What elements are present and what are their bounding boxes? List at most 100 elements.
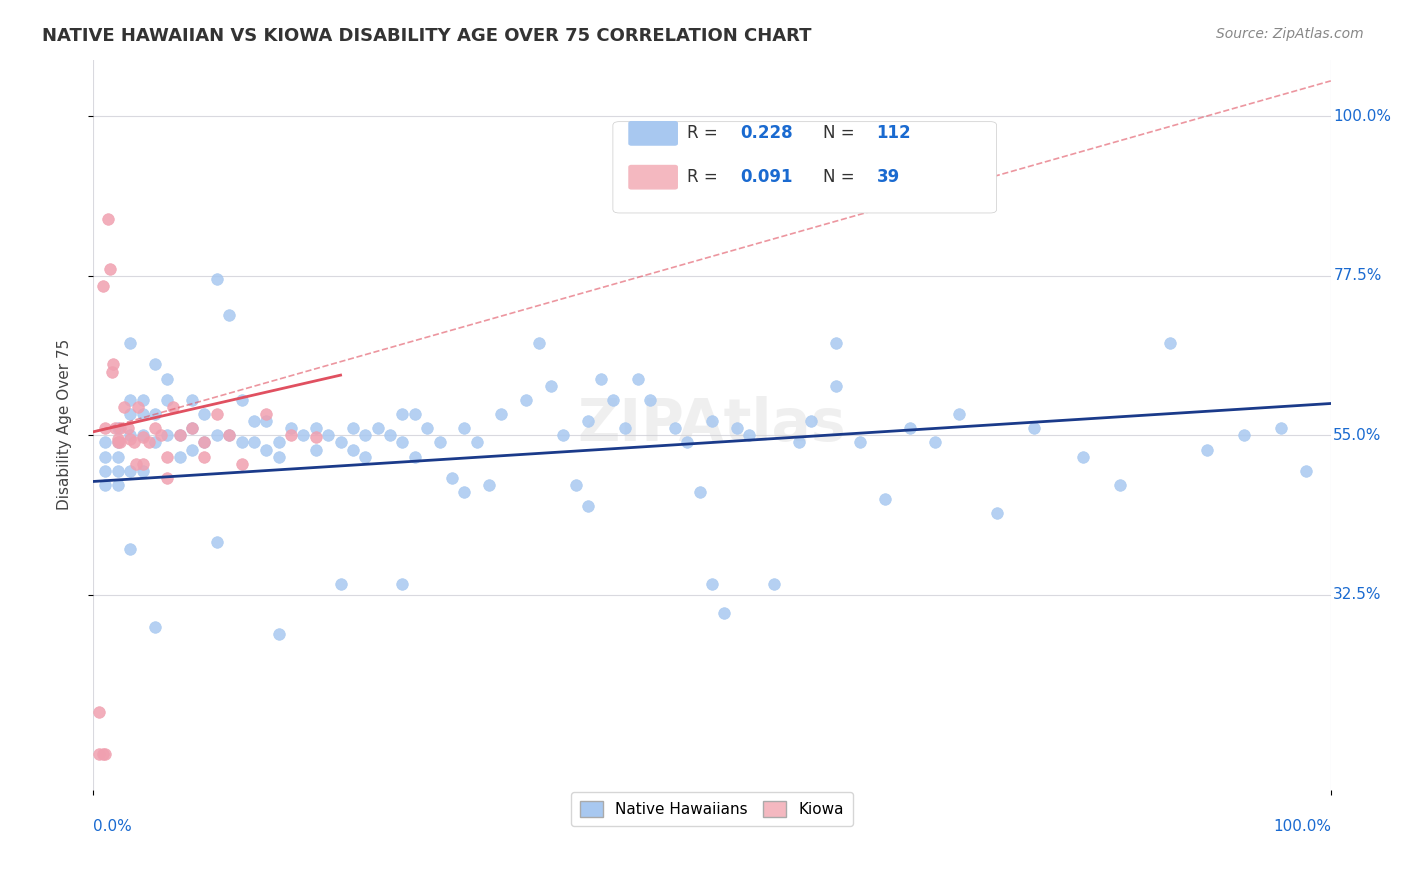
- Point: [94, 450, 117, 464]
- Point: [800, 414, 823, 428]
- Point: [131, 430, 153, 444]
- Point: [127, 400, 149, 414]
- Text: N =: N =: [824, 124, 860, 143]
- Point: [94, 747, 117, 762]
- Point: [404, 450, 426, 464]
- Point: [101, 358, 124, 372]
- Text: 0.0%: 0.0%: [93, 819, 132, 834]
- Point: [193, 450, 215, 464]
- Text: 55.0%: 55.0%: [1333, 428, 1382, 443]
- Point: [453, 421, 475, 435]
- Point: [205, 428, 228, 442]
- Point: [429, 435, 451, 450]
- Point: [254, 442, 277, 457]
- Point: [254, 407, 277, 421]
- Point: [91, 279, 114, 293]
- Point: [948, 407, 970, 421]
- Point: [91, 747, 114, 762]
- Point: [120, 541, 142, 556]
- Point: [491, 407, 513, 421]
- Point: [100, 365, 122, 379]
- Point: [713, 606, 735, 620]
- Point: [143, 435, 166, 450]
- Point: [700, 577, 723, 591]
- Point: [329, 577, 352, 591]
- Point: [94, 478, 117, 492]
- Point: [181, 421, 204, 435]
- Point: [1270, 421, 1292, 435]
- Point: [107, 464, 129, 478]
- Point: [700, 414, 723, 428]
- Point: [131, 464, 153, 478]
- Point: [787, 435, 810, 450]
- Text: Source: ZipAtlas.com: Source: ZipAtlas.com: [1216, 27, 1364, 41]
- Point: [156, 372, 179, 386]
- Point: [156, 428, 179, 442]
- Point: [120, 432, 142, 446]
- Point: [131, 407, 153, 421]
- Point: [143, 358, 166, 372]
- Point: [305, 430, 328, 444]
- Point: [689, 485, 711, 500]
- Point: [329, 435, 352, 450]
- Point: [391, 407, 413, 421]
- Point: [280, 421, 302, 435]
- Point: [143, 620, 166, 634]
- Point: [131, 428, 153, 442]
- Point: [150, 428, 173, 442]
- Text: R =: R =: [688, 169, 723, 186]
- Text: NATIVE HAWAIIAN VS KIOWA DISABILITY AGE OVER 75 CORRELATION CHART: NATIVE HAWAIIAN VS KIOWA DISABILITY AGE …: [42, 27, 811, 45]
- Point: [120, 407, 142, 421]
- Point: [156, 471, 179, 485]
- FancyBboxPatch shape: [613, 121, 997, 213]
- Text: 77.5%: 77.5%: [1333, 268, 1382, 284]
- Point: [478, 478, 501, 492]
- Point: [367, 421, 389, 435]
- Point: [342, 421, 364, 435]
- Point: [97, 212, 120, 227]
- Point: [243, 435, 266, 450]
- Text: 0.091: 0.091: [741, 169, 793, 186]
- Point: [205, 272, 228, 286]
- Text: 100.0%: 100.0%: [1333, 109, 1392, 124]
- Point: [169, 428, 191, 442]
- Point: [391, 577, 413, 591]
- Point: [1295, 464, 1317, 478]
- Point: [89, 747, 111, 762]
- Point: [986, 507, 1008, 521]
- Point: [1195, 442, 1218, 457]
- Point: [440, 471, 463, 485]
- Point: [231, 392, 253, 407]
- Point: [104, 421, 127, 435]
- Point: [131, 457, 153, 471]
- Point: [342, 442, 364, 457]
- Point: [122, 435, 145, 450]
- FancyBboxPatch shape: [628, 166, 678, 189]
- Point: [94, 435, 117, 450]
- Point: [1233, 428, 1256, 442]
- Point: [292, 428, 315, 442]
- Point: [1159, 336, 1181, 351]
- Point: [267, 435, 290, 450]
- Point: [162, 400, 184, 414]
- FancyBboxPatch shape: [628, 121, 678, 145]
- Point: [676, 435, 699, 450]
- Point: [181, 392, 204, 407]
- Point: [112, 400, 135, 414]
- Point: [738, 428, 761, 442]
- Point: [89, 705, 111, 719]
- Point: [107, 435, 129, 450]
- Point: [280, 428, 302, 442]
- Point: [924, 435, 946, 450]
- Text: 0.228: 0.228: [741, 124, 793, 143]
- Point: [1109, 478, 1132, 492]
- Point: [453, 485, 475, 500]
- Point: [181, 442, 204, 457]
- Point: [94, 421, 117, 435]
- Point: [231, 435, 253, 450]
- Point: [143, 407, 166, 421]
- Point: [465, 435, 488, 450]
- Point: [576, 414, 599, 428]
- Point: [218, 428, 240, 442]
- Point: [169, 428, 191, 442]
